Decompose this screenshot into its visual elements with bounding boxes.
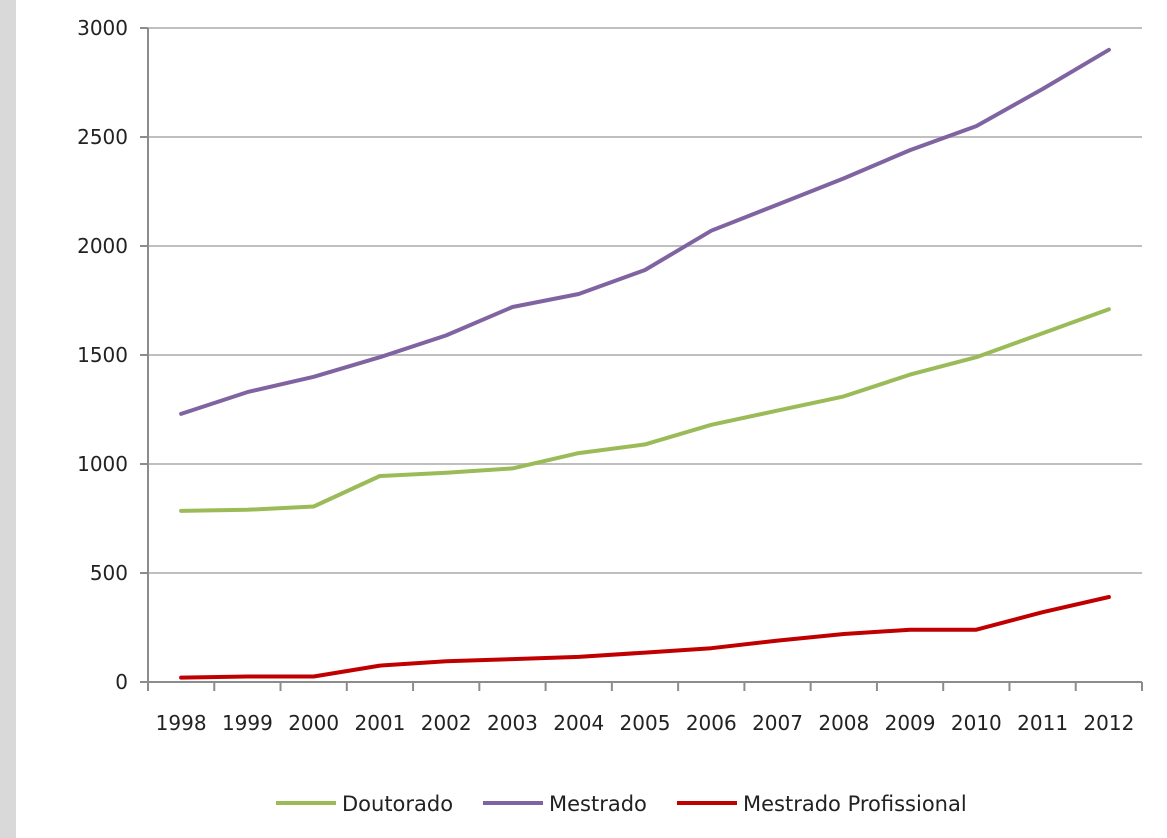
x-tick-label: 1998 <box>156 711 207 735</box>
series-line-doutorado <box>179 307 1111 513</box>
series-line-mestrado <box>179 47 1111 416</box>
series-line-mestrado-profissional <box>179 595 1111 680</box>
legend-label-doutorado: Doutorado <box>342 792 453 816</box>
y-tick-label: 3000 <box>77 16 128 40</box>
x-tick-label: 2002 <box>421 711 472 735</box>
x-tick-label: 2001 <box>354 711 405 735</box>
legend-label-mestrado: Mestrado <box>549 792 647 816</box>
legend: Doutorado Mestrado Mestrado Profissional <box>276 792 967 816</box>
x-tick-label: 2010 <box>951 711 1002 735</box>
x-tick-label: 2003 <box>487 711 538 735</box>
gridlines <box>148 27 1142 574</box>
x-tick-label: 1999 <box>222 711 273 735</box>
y-tick-label: 2500 <box>77 125 128 149</box>
x-tick-label: 2008 <box>818 711 869 735</box>
x-tick-label: 2009 <box>885 711 936 735</box>
x-tick-label: 2000 <box>288 711 339 735</box>
x-tick-label: 2004 <box>553 711 604 735</box>
left-border <box>0 0 16 838</box>
x-tick-label: 2005 <box>620 711 671 735</box>
y-tick-label: 1500 <box>77 343 128 367</box>
x-tick-label: 2012 <box>1083 711 1134 735</box>
series-lines <box>179 47 1111 680</box>
x-tick-label: 2011 <box>1017 711 1068 735</box>
legend-label-mestrado-profissional: Mestrado Profissional <box>743 792 967 816</box>
x-tick-label: 2007 <box>752 711 803 735</box>
y-tick-label: 500 <box>90 561 128 585</box>
axes: 0 500 1000 1500 2000 2500 3000 1998 1999 2000 2001… <box>77 16 1143 735</box>
y-tick-label: 1000 <box>77 452 128 476</box>
y-tick-label: 0 <box>115 670 128 694</box>
y-tick-label: 2000 <box>77 234 128 258</box>
x-tick-label: 2006 <box>686 711 737 735</box>
